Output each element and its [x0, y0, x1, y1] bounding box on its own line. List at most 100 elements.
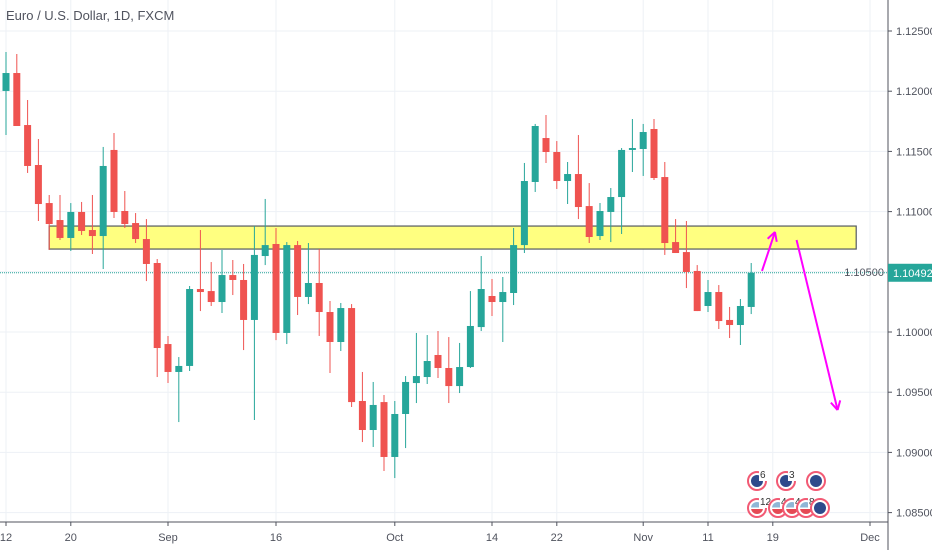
time-tick-label: Sep [158, 532, 178, 544]
candle-body [315, 282, 323, 313]
candle-body [186, 289, 194, 366]
last-price-label: 1.10492 [893, 268, 932, 280]
candle-body [110, 149, 118, 212]
candle-body [240, 279, 248, 320]
candle-body [736, 305, 744, 326]
candle-body [121, 210, 129, 225]
candle-body [477, 289, 485, 328]
zone-rect[interactable] [48, 225, 857, 250]
candle-body [607, 197, 615, 212]
candle-body [564, 174, 572, 182]
candle-body [596, 210, 604, 237]
candle-body [628, 148, 636, 150]
time-tick-label: Nov [633, 532, 653, 544]
candle-body [434, 354, 442, 368]
last-price-badge [888, 263, 932, 282]
candle-body [207, 291, 215, 303]
arrow-head[interactable] [830, 401, 839, 411]
event-count: 12 [759, 497, 773, 508]
candle-body [380, 402, 388, 457]
arrow-head[interactable] [766, 231, 776, 240]
candle-body [672, 242, 680, 254]
candle-body [358, 400, 366, 431]
candle-body [88, 230, 96, 237]
candle-body [391, 413, 399, 457]
arrow-line[interactable] [761, 231, 776, 272]
candle-body [164, 344, 172, 372]
candle-body [218, 275, 226, 303]
candle-body [423, 361, 431, 378]
chart-title: Euro / U.S. Dollar, 1D, FXCM [6, 8, 175, 23]
candle-body [56, 220, 64, 238]
event-count: 6 [759, 470, 767, 481]
candle-body [34, 165, 42, 205]
candle-body [24, 125, 32, 166]
support-resistance-zone[interactable] [48, 225, 857, 250]
time-tick-label: 14 [486, 532, 498, 544]
time-tick-label: Oct [386, 532, 403, 544]
grid [0, 0, 888, 522]
candle-body [693, 270, 701, 312]
candle-body [585, 206, 593, 238]
candle-body [531, 125, 539, 182]
arrow-head[interactable] [773, 231, 778, 242]
candle-body [542, 138, 550, 153]
candle-body [348, 308, 356, 403]
candle-body [132, 223, 140, 240]
candle-body [456, 367, 464, 387]
candle-body [369, 404, 377, 431]
candle-body [67, 211, 75, 238]
time-tick-label: 11 [702, 532, 713, 544]
candle-body [488, 296, 496, 303]
candle-body [294, 245, 302, 297]
price-tick-label: 1.12500 [896, 26, 932, 38]
candle-body [639, 132, 647, 149]
candle-body [466, 325, 474, 368]
price-tick-label: 1.11500 [896, 146, 932, 158]
candle-body [445, 367, 453, 387]
candle-body [45, 203, 53, 225]
candle-body [747, 272, 755, 307]
candle-body [412, 376, 420, 384]
time-tick-label: 12 [0, 532, 12, 544]
price-tick-label: 1.11000 [896, 207, 932, 219]
candle-body [261, 245, 269, 257]
time-tick-label: Dec [860, 532, 880, 544]
candle-body [618, 149, 626, 198]
candle-body [510, 245, 518, 293]
eu-flag-event-icon[interactable] [810, 498, 830, 518]
price-tick-label: 1.08500 [896, 508, 932, 520]
candle-body [2, 73, 10, 91]
candle-body [250, 254, 258, 320]
candle-body [142, 239, 150, 264]
candle-body [229, 275, 237, 280]
candle-body [337, 308, 345, 342]
arrow-head[interactable] [836, 400, 842, 411]
candle-body [715, 292, 723, 322]
candle-body [304, 282, 312, 297]
price-tick-label: 1.09000 [896, 447, 932, 459]
time-tick-label: 19 [767, 532, 779, 544]
arrow-drawings[interactable] [761, 231, 842, 411]
arrow-line[interactable] [795, 239, 839, 411]
price-tick-label: 1.12000 [896, 86, 932, 98]
time-tick-label: 16 [270, 532, 282, 544]
candle-body [402, 381, 410, 414]
candle-body [175, 365, 183, 372]
candle-body [283, 245, 291, 333]
event-count: 3 [788, 470, 796, 481]
candle-body [726, 319, 734, 326]
candle-body [326, 312, 334, 342]
candle-body [574, 174, 582, 208]
time-tick-label: 20 [65, 532, 77, 544]
price-tick-label: 1.09500 [896, 387, 932, 399]
time-tick-label: 22 [551, 532, 563, 544]
eu-flag-event-icon[interactable] [806, 471, 826, 491]
price-tick-label: 1.10000 [896, 327, 932, 339]
candle-body [13, 73, 21, 126]
candle-body [553, 152, 561, 182]
candle-body [196, 289, 204, 293]
candle-body [520, 181, 528, 246]
